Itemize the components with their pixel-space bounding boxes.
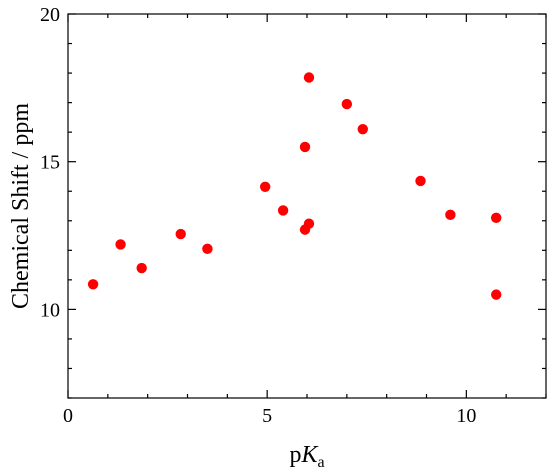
data-point (357, 124, 368, 135)
data-point (202, 243, 213, 255)
data-point (175, 228, 186, 240)
y-axis-label: Chemical Shift / ppm (8, 103, 34, 309)
x-tick-label: 10 (456, 405, 476, 427)
data-point (259, 181, 271, 192)
data-point (415, 175, 426, 187)
x-axis-label-prefix: p (289, 442, 301, 468)
x-tick-label: 0 (63, 405, 73, 427)
data-point (491, 212, 502, 224)
y-tick-label: 15 (40, 152, 60, 174)
data-point (87, 279, 99, 290)
data-point (491, 289, 502, 300)
plot-frame (67, 13, 547, 399)
data-point (136, 262, 147, 274)
data-point (341, 98, 353, 110)
data-point (299, 141, 311, 153)
x-axis-label: pKa (289, 442, 324, 468)
y-tick-label: 10 (40, 299, 60, 321)
y-tick-label: 20 (40, 4, 60, 26)
x-axis-ticks: 0 5 10 (63, 14, 547, 427)
data-point (303, 72, 315, 83)
data-point (303, 218, 315, 229)
data-point (115, 239, 126, 250)
data-point (277, 205, 289, 216)
x-axis-label-main: K (300, 442, 319, 468)
data-point (445, 209, 456, 221)
x-tick-label: 5 (262, 405, 272, 427)
data-points (87, 72, 502, 300)
x-axis-label-subscript: a (317, 454, 324, 468)
y-axis-ticks: 10 15 20 (40, 4, 546, 399)
